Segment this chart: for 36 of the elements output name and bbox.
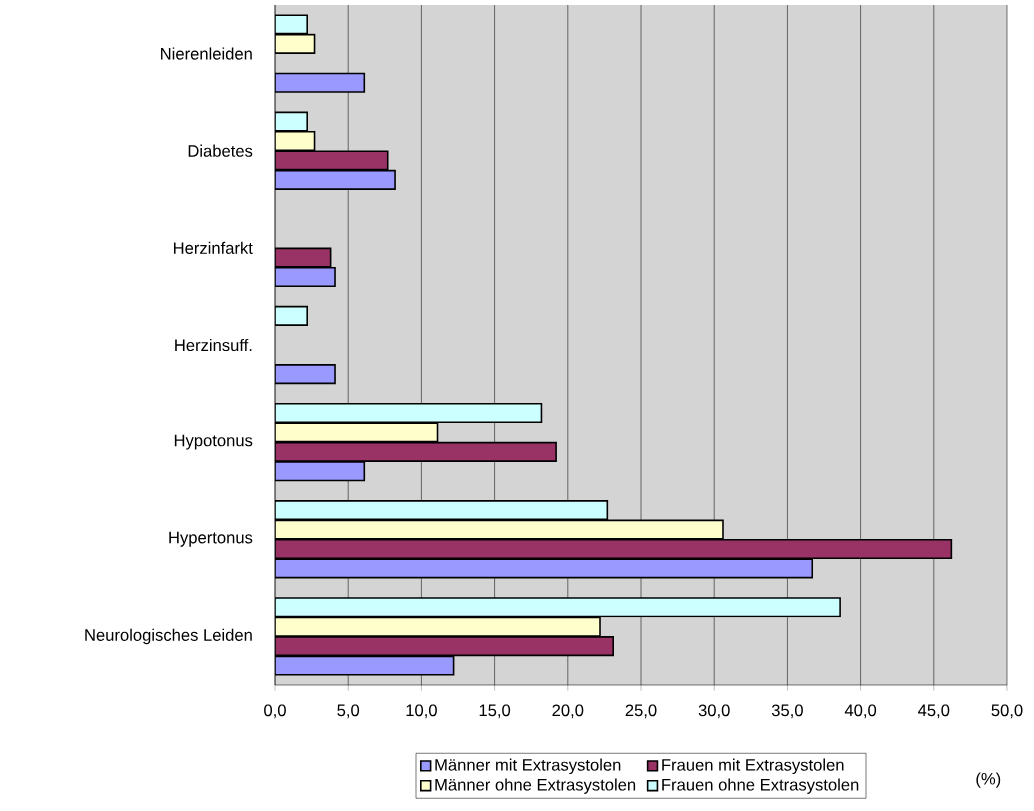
x-tick-label: 30,0 [698, 704, 730, 719]
bar [275, 422, 439, 443]
legend-label: Männer mit Extrasystolen [435, 758, 621, 775]
bar [275, 655, 455, 676]
bar [275, 558, 814, 579]
bar [275, 72, 366, 93]
x-tick-label: 40,0 [844, 704, 877, 719]
x-tick-label: 20,0 [552, 704, 584, 719]
legend-label: Männer ohne Extrasystolen [435, 778, 636, 794]
y-tick-label: Herzinsuff. [175, 338, 252, 352]
bar [275, 150, 389, 171]
x-tick-label: 10,0 [406, 704, 437, 719]
x-tick-label: 15,0 [479, 704, 511, 719]
y-tick-label: Neurologisches Leiden [85, 628, 252, 645]
y-tick-label: Diabetes [188, 144, 253, 157]
bar [275, 519, 724, 540]
x-tick-label: 50,0 [991, 704, 1023, 719]
y-tick-label: Hypertonus [169, 531, 253, 547]
bar [275, 616, 601, 637]
x-tick-label: 45,0 [918, 704, 950, 719]
bar [275, 441, 557, 462]
legend-label: Frauen ohne Extrasystolen [662, 778, 859, 794]
y-tick-label: Herzinfarkt [173, 241, 253, 254]
bar [275, 461, 366, 482]
x-tick-label: 25,0 [625, 704, 657, 719]
bar [275, 597, 841, 618]
x-tick-label: 35,0 [771, 704, 803, 719]
x-tick-label: 5,0 [337, 704, 360, 719]
bar [275, 500, 609, 521]
x-tick-label: 0,0 [264, 704, 286, 719]
legend-label: Frauen mit Extrasystolen [662, 758, 844, 775]
bar [275, 169, 396, 190]
bar [275, 636, 614, 657]
x-axis-title: (%) [976, 772, 1001, 788]
y-tick-label: Nierenleiden [161, 47, 252, 60]
y-tick-label: Hypotonus [174, 434, 253, 450]
